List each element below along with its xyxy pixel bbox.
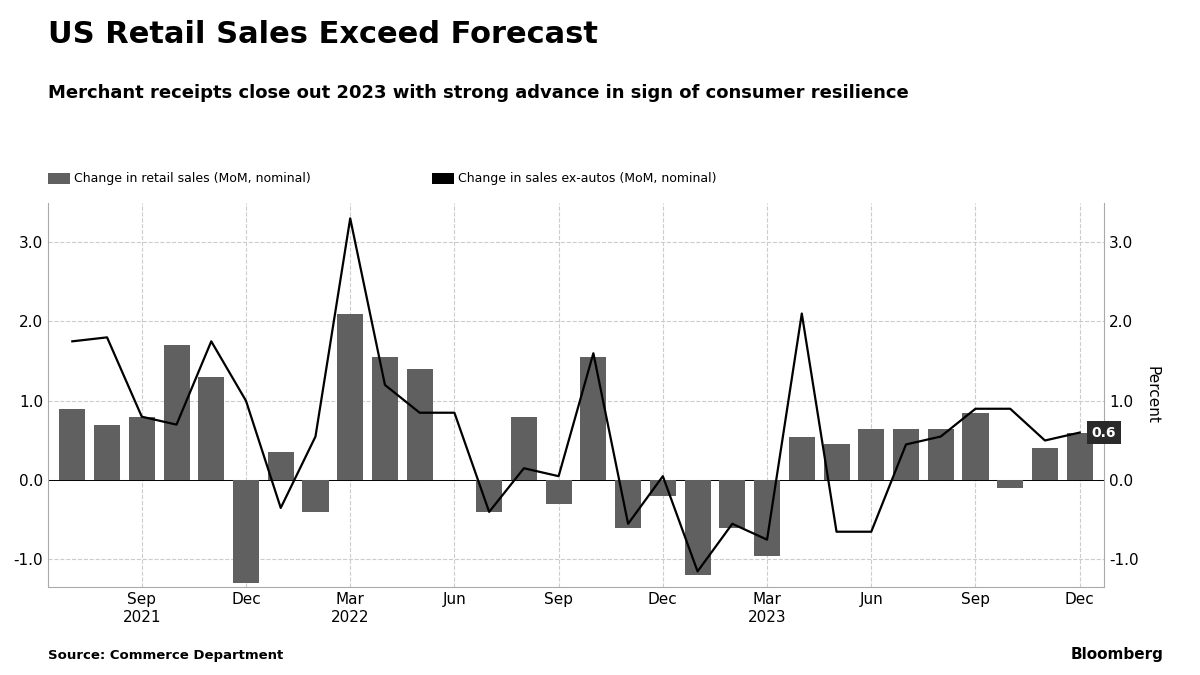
Bar (581, 357, 606, 480)
Bar (719, 480, 745, 528)
Bar (823, 444, 850, 480)
Bar (893, 429, 919, 480)
Bar (268, 452, 294, 480)
Bar (858, 429, 884, 480)
Text: Merchant receipts close out 2023 with strong advance in sign of consumer resilie: Merchant receipts close out 2023 with st… (48, 84, 908, 103)
Bar (962, 412, 989, 480)
Bar (928, 429, 954, 480)
Text: 0.6: 0.6 (1092, 425, 1116, 439)
Y-axis label: Percent: Percent (1145, 366, 1159, 424)
Text: Change in retail sales (MoM, nominal): Change in retail sales (MoM, nominal) (74, 172, 311, 186)
Bar (616, 480, 641, 528)
Bar (94, 425, 120, 480)
Bar (337, 314, 364, 480)
Bar (788, 437, 815, 480)
Text: US Retail Sales Exceed Forecast: US Retail Sales Exceed Forecast (48, 20, 598, 49)
Text: Source: Commerce Department: Source: Commerce Department (48, 649, 283, 662)
Bar (372, 357, 398, 480)
Bar (997, 480, 1024, 488)
Text: Change in sales ex-autos (MoM, nominal): Change in sales ex-autos (MoM, nominal) (458, 172, 716, 186)
Bar (128, 416, 155, 480)
Bar (1032, 448, 1058, 480)
Bar (1067, 433, 1093, 480)
Bar (198, 377, 224, 480)
Bar (59, 409, 85, 480)
Bar (511, 416, 536, 480)
Text: Bloomberg: Bloomberg (1072, 647, 1164, 662)
Bar (233, 480, 259, 583)
Bar (684, 480, 710, 575)
Bar (476, 480, 502, 512)
Bar (407, 369, 433, 480)
Bar (754, 480, 780, 556)
Bar (163, 346, 190, 480)
Bar (650, 480, 676, 496)
Bar (546, 480, 571, 504)
Bar (302, 480, 329, 512)
